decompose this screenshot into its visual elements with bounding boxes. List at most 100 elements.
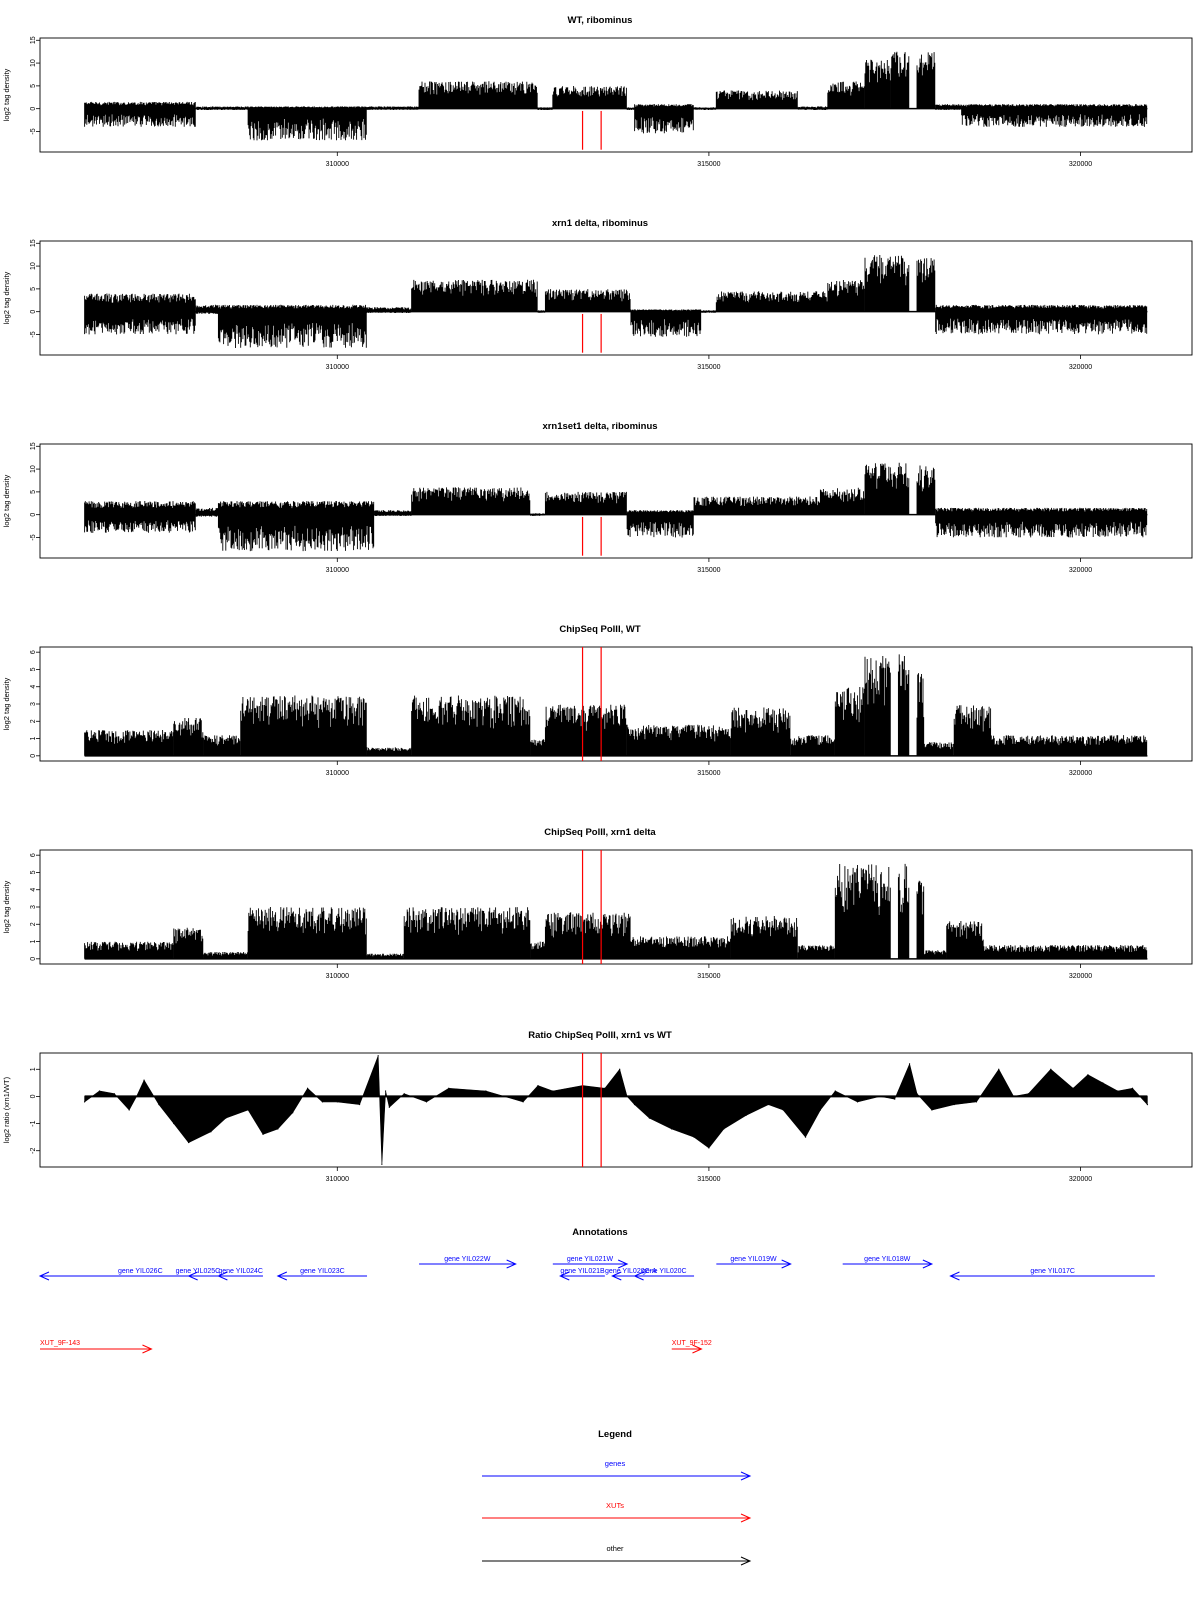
data-marks — [84, 255, 1148, 348]
signal-bars — [626, 510, 694, 538]
y-tick-label: 10 — [30, 262, 37, 270]
signal-bars — [626, 724, 731, 756]
signal-bars — [953, 705, 992, 756]
ratio-point — [485, 1090, 487, 1092]
x-tick-label: 315000 — [697, 770, 720, 777]
xut-feature: XUT_9F-143 — [40, 1340, 153, 1354]
signal-segment-1 — [84, 101, 196, 127]
gene-feature: gene YIL026C — [38, 1268, 241, 1281]
signal-bars — [374, 510, 412, 516]
x-tick-label: 315000 — [697, 973, 720, 980]
ratio-point — [143, 1079, 145, 1081]
signal-bars — [203, 952, 248, 959]
gene-label: gene YIL022W — [444, 1256, 491, 1263]
chart-panel-5: ChipSeq PolII, xrn1 delta 0 1 2 3 4 5 6 310000 31… — [2, 827, 1193, 980]
chart-panel-2: xrn1 delta, ribominus -5 0 5 10 15 310000 31500… — [2, 218, 1193, 371]
legend-arrow — [482, 1513, 752, 1523]
signal-segment-6 — [411, 695, 531, 756]
y-tick-label: 5 — [30, 870, 37, 874]
ratio-point — [975, 1101, 978, 1103]
signal-bars — [530, 739, 546, 756]
ratio-point — [767, 1103, 769, 1106]
signal-bars — [530, 941, 546, 959]
signal-segment-5 — [418, 81, 538, 109]
signal-segment-2 — [173, 927, 204, 959]
ratio-point — [1050, 1068, 1052, 1070]
y-tick-label: 5 — [30, 490, 37, 494]
ratio-point — [388, 1106, 390, 1108]
signal-bars — [715, 90, 798, 109]
signal-bars — [84, 293, 196, 335]
chart-title: WT, ribominus — [568, 15, 633, 26]
signal-segment-9 — [630, 936, 731, 959]
signal-segment-4 — [366, 307, 412, 313]
ratio-point — [425, 1101, 428, 1103]
ratio-point — [1102, 1082, 1104, 1084]
data-marks — [84, 462, 1148, 552]
signal-bars — [890, 51, 910, 109]
legend-arrow — [482, 1471, 752, 1481]
signal-segment-6 — [403, 907, 531, 959]
chart-title: xrn1set1 delta, ribominus — [542, 421, 657, 432]
legend-item-genes: genes — [482, 1459, 752, 1481]
ratio-point — [358, 1103, 361, 1106]
gene-feature: gene YIL019W — [716, 1256, 792, 1269]
signal-segment-11 — [790, 735, 835, 756]
signal-bars — [916, 52, 936, 109]
signal-bars — [84, 730, 174, 756]
gene-label: gene YIL020C — [642, 1268, 687, 1275]
ratio-point — [916, 1093, 918, 1095]
plot-frame — [39, 37, 1193, 153]
chart-panel-4: ChipSeq PolII, WT 0 1 2 3 4 5 6 310000 315000 3200… — [2, 624, 1193, 777]
signal-segment-17 — [953, 705, 992, 756]
signal-segment-5 — [366, 747, 412, 756]
gene-label: gene YIL019W — [730, 1256, 777, 1263]
ratio-point — [188, 1141, 190, 1144]
gene-feature: gene YIL022W — [419, 1256, 517, 1269]
signal-bars — [715, 291, 828, 312]
signal-bars — [366, 747, 412, 756]
y-tick-label: 6 — [30, 650, 37, 654]
arrow-left-icon — [633, 1271, 644, 1281]
arrow-right-icon — [740, 1513, 752, 1523]
signal-segment-8 — [544, 704, 627, 756]
ratio-point — [128, 1109, 130, 1111]
signal-segment-16 — [923, 742, 954, 756]
signal-segment-14 — [935, 304, 1148, 335]
signal-bars — [864, 59, 891, 109]
arrow-right-icon — [922, 1259, 934, 1269]
ratio-point — [931, 1109, 933, 1111]
legend-item-other: other — [482, 1544, 752, 1566]
plot-frame — [39, 240, 1193, 356]
signal-bars — [544, 704, 627, 756]
signal-bars — [864, 255, 910, 312]
ratio-point — [894, 1098, 896, 1100]
signal-bars — [827, 280, 865, 312]
x-tick-label: 310000 — [326, 567, 349, 574]
chart-panel-1: WT, ribominus -5 0 5 10 15 310000 315000 320000 l… — [2, 15, 1193, 168]
gene-feature: gene YIL024C — [217, 1268, 263, 1281]
ratio-point — [671, 1128, 673, 1130]
y-tick-label: 1 — [30, 736, 37, 740]
y-tick-label: -5 — [30, 128, 37, 134]
signal-segment-2 — [173, 718, 204, 756]
ratio-point — [377, 1055, 379, 1057]
ratio-point — [83, 1101, 86, 1103]
arrow-left-icon — [611, 1271, 622, 1281]
data-marks — [84, 863, 1148, 960]
chart-title: xrn1 delta, ribominus — [552, 218, 648, 229]
signal-bars — [411, 279, 538, 312]
signal-bars — [935, 104, 962, 110]
signal-bars — [84, 101, 196, 127]
signal-segment-13 — [864, 656, 891, 756]
signal-segment-17 — [983, 945, 1148, 959]
signal-segment-1 — [84, 501, 196, 533]
ratio-point — [819, 1109, 821, 1111]
y-tick-label: 1 — [30, 939, 37, 943]
signal-bars — [797, 945, 835, 959]
chart-title: Ratio ChipSeq PolII, xrn1 vs WT — [528, 1030, 672, 1041]
signal-segment-9 — [626, 724, 731, 756]
data-marks — [83, 1055, 1149, 1165]
arrow-right-icon — [617, 1259, 629, 1269]
